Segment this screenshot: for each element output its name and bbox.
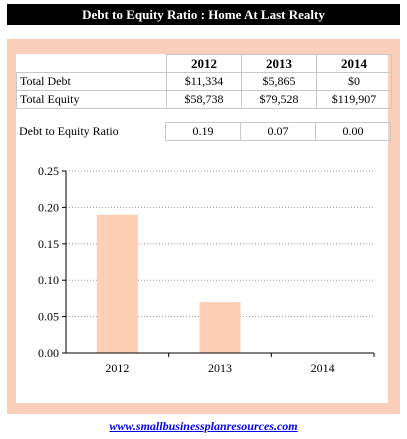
cell-value: 0.19 [165, 122, 241, 141]
y-tick-label: 0.20 [38, 200, 59, 214]
x-tick-label: 2013 [208, 361, 232, 375]
row-label: Total Debt [16, 72, 167, 91]
ratio-table: Debt to Equity Ratio 0.19 0.07 0.00 [16, 122, 391, 141]
cell-value: $5,865 [241, 72, 317, 91]
ratio-bar-chart: 0.00 0.05 0.10 0.15 0.20 0.25 2012 2013 2014 [38, 164, 375, 375]
header-year: 2014 [316, 54, 392, 73]
cell-value: $79,528 [241, 90, 317, 109]
y-tick-label: 0.25 [38, 164, 59, 178]
table-row: Total Debt $11,334 $5,865 $0 [16, 72, 392, 91]
cell-value: $58,738 [166, 90, 242, 109]
website-link[interactable]: www.smallbusinessplanresources.com [109, 419, 298, 433]
table-row: Debt to Equity Ratio 0.19 0.07 0.00 [16, 122, 391, 141]
cell-value: $0 [316, 72, 392, 91]
cell-value: $119,907 [316, 90, 392, 109]
header-corner [17, 55, 167, 73]
cell-value: 0.07 [240, 122, 316, 141]
cell-value: $11,334 [166, 72, 242, 91]
bar [96, 214, 138, 353]
y-tick-label: 0.15 [38, 237, 59, 251]
y-tick-label: 0.05 [38, 310, 59, 324]
row-label: Debt to Equity Ratio [16, 122, 166, 141]
bar [199, 302, 241, 353]
table-header-row: 2012 2013 2014 [17, 54, 392, 73]
row-label: Total Equity [16, 90, 167, 109]
cell-value: 0.00 [315, 122, 391, 141]
table-row: Total Equity $58,738 $79,528 $119,907 [16, 90, 392, 109]
y-tick-label: 0.10 [38, 273, 59, 287]
financial-table: 2012 2013 2014 Total Debt $11,334 $5,865… [16, 54, 392, 109]
page-title: Debt to Equity Ratio : Home At Last Real… [7, 4, 400, 25]
x-tick-label: 2014 [311, 361, 335, 375]
header-year: 2013 [241, 54, 317, 73]
y-tick-label: 0.00 [38, 346, 59, 360]
header-year: 2012 [166, 54, 242, 73]
x-tick-label: 2012 [105, 361, 129, 375]
